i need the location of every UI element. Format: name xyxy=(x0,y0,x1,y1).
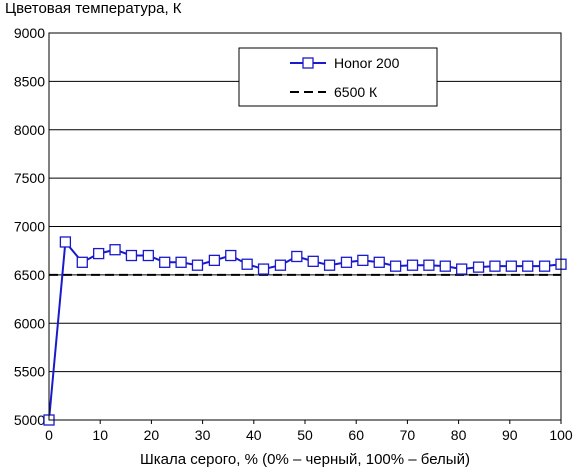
legend-label-6500: 6500 К xyxy=(334,84,378,100)
x-tick-label: 60 xyxy=(348,427,364,443)
x-tick-label: 30 xyxy=(195,427,211,443)
y-tick-label: 7000 xyxy=(14,219,45,235)
data-point xyxy=(489,260,501,272)
y-tick-label: 6500 xyxy=(14,267,45,283)
x-tick-label: 40 xyxy=(246,427,262,443)
data-point xyxy=(93,247,105,260)
y-tick-label: 9000 xyxy=(14,25,45,41)
data-point xyxy=(357,254,369,267)
x-tick-label: 100 xyxy=(549,427,573,443)
data-point xyxy=(142,249,154,262)
y-tick-label: 7500 xyxy=(14,170,45,186)
y-tick-label: 5500 xyxy=(14,364,45,380)
legend: Honor 200 6500 К xyxy=(238,47,438,107)
data-point xyxy=(159,256,171,268)
data-point xyxy=(472,261,485,273)
x-tick-label: 20 xyxy=(144,427,160,443)
x-tick-label: 90 xyxy=(502,427,518,443)
plot-area xyxy=(43,236,567,426)
data-point xyxy=(439,260,451,272)
legend-box xyxy=(238,47,438,107)
data-point xyxy=(191,259,204,271)
data-point xyxy=(241,258,253,270)
data-point xyxy=(522,260,534,272)
data-point xyxy=(109,244,121,256)
data-point xyxy=(225,249,237,262)
y-tick-labels: 5000 5500 6000 6500 7000 7500 8000 8500 9000 xyxy=(14,25,45,428)
y-axis-label: Цветовая температура, К xyxy=(5,0,182,17)
data-point xyxy=(307,255,319,267)
data-point xyxy=(505,260,517,272)
data-point xyxy=(373,256,385,268)
legend-marker-honor xyxy=(302,57,314,69)
data-point xyxy=(456,263,468,275)
data-point xyxy=(340,256,353,268)
x-tick-label: 70 xyxy=(400,427,416,443)
legend-label-honor: Honor 200 xyxy=(334,55,400,71)
data-point xyxy=(274,259,287,271)
y-tick-label: 5000 xyxy=(14,412,45,428)
data-point xyxy=(406,259,419,271)
data-point xyxy=(59,236,72,248)
data-point xyxy=(125,249,138,262)
data-point xyxy=(175,256,187,268)
x-tick-label: 0 xyxy=(45,427,53,443)
x-tick-label: 80 xyxy=(451,427,467,443)
x-tick-label: 50 xyxy=(297,427,313,443)
y-tick-label: 8500 xyxy=(14,73,45,89)
plot-frame xyxy=(48,32,562,421)
data-point xyxy=(538,260,551,272)
data-point xyxy=(323,259,336,271)
x-axis-label: Шкала серого, % (0% – черный, 100% – бел… xyxy=(140,451,470,468)
data-point xyxy=(257,263,270,275)
data-point xyxy=(423,259,435,271)
y-tick-label: 8000 xyxy=(14,122,45,138)
data-point xyxy=(389,260,402,272)
x-tick-labels: 0 10 20 30 40 50 60 70 80 90 100 xyxy=(45,420,573,443)
x-tick-label: 10 xyxy=(92,427,108,443)
y-tick-label: 6000 xyxy=(14,315,45,331)
data-point xyxy=(291,250,303,263)
data-point xyxy=(76,256,88,268)
data-point xyxy=(208,254,221,267)
